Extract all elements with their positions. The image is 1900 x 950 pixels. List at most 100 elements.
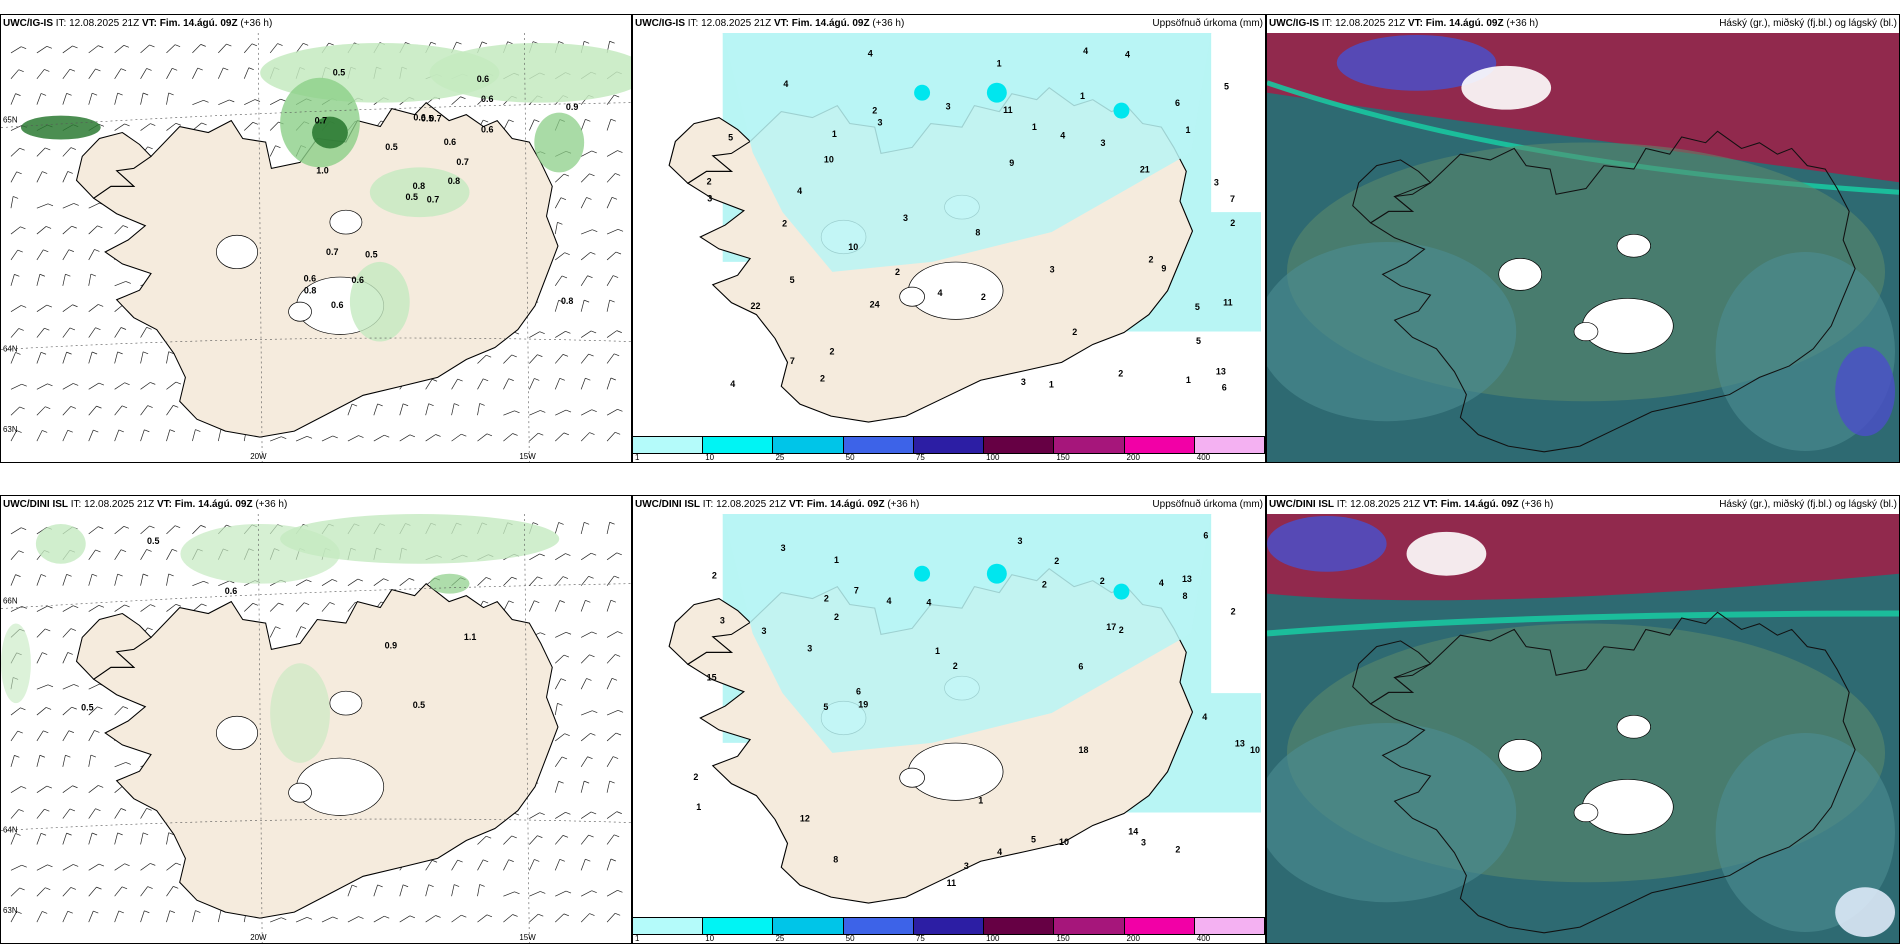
wind-barb	[62, 833, 67, 845]
wind-barb	[347, 884, 353, 897]
colorbar-swatch	[633, 918, 704, 934]
precip-shading	[280, 514, 560, 564]
wind-barb-flag	[561, 756, 568, 760]
value-label: 4	[1125, 50, 1130, 60]
wind-barb	[606, 913, 616, 923]
wind-barb-flag	[617, 150, 623, 153]
wind-barb-flag	[17, 730, 23, 734]
value-label: 4	[926, 598, 931, 608]
wind-barb-flag	[95, 68, 101, 72]
value-label: 3	[762, 626, 767, 636]
value-label: 0.6	[351, 275, 363, 285]
wind-barb	[555, 553, 566, 561]
wind-barb	[114, 123, 125, 131]
value-label: 2	[872, 105, 877, 115]
longitude-label: 20W	[250, 452, 267, 461]
wind-barb-flag	[584, 780, 590, 784]
wind-barb	[606, 732, 617, 742]
wind-barb-flag	[615, 732, 622, 736]
wind-barb	[606, 197, 613, 209]
wind-barb	[10, 147, 20, 157]
wind-barb-flag	[46, 45, 52, 49]
value-label: 2	[953, 661, 958, 671]
wind-barb	[243, 43, 253, 54]
wind-barb-flag	[483, 859, 489, 863]
wind-barb-flag	[45, 707, 52, 710]
value-label: 2	[1072, 327, 1077, 337]
wind-barb	[451, 859, 458, 871]
wind-barb-flag	[123, 525, 129, 529]
wind-barb-flag	[384, 434, 390, 438]
wind-barb	[10, 352, 16, 364]
high-cloud-blue	[1336, 34, 1497, 91]
wind-barb-flag	[150, 863, 156, 866]
wind-barb	[555, 432, 565, 442]
wind-barb	[555, 654, 565, 664]
wind-barb	[62, 730, 70, 742]
wind-barb-flag	[613, 756, 619, 759]
wind-barb-flag	[200, 525, 206, 528]
wind-barb-flag	[91, 832, 98, 836]
value-label: 3	[1050, 264, 1055, 274]
wind-barb-flag	[18, 550, 24, 554]
glacier	[899, 767, 925, 788]
value-label: 0.5	[413, 700, 425, 710]
wind-barb-flag	[97, 225, 103, 229]
wind-barb	[503, 433, 513, 442]
value-label: 3	[807, 644, 812, 654]
wind-barb-flag	[486, 914, 493, 918]
wind-barb	[554, 222, 558, 235]
wind-barb	[554, 703, 558, 716]
wind-barb	[62, 887, 72, 897]
wind-barb-flag	[534, 119, 540, 122]
wind-barb	[580, 576, 589, 586]
wind-barb-flag	[590, 552, 597, 556]
wind-barb-flag	[47, 383, 53, 387]
precip-area	[722, 514, 1212, 753]
wind-barb	[10, 833, 16, 845]
wind-barb	[581, 710, 593, 716]
wind-barb-flag	[281, 917, 287, 921]
wind-barb	[166, 862, 177, 871]
precip-shading	[180, 523, 340, 584]
wind-barb-flag	[46, 785, 52, 789]
wind-barb-flag	[609, 521, 615, 525]
wind-barb	[114, 45, 125, 54]
wind-barb	[477, 859, 484, 871]
wind-barb-flag	[168, 351, 174, 355]
wind-barb	[62, 652, 69, 664]
wind-barb	[114, 549, 122, 560]
wind-barb	[580, 913, 590, 923]
wind-barb-flag	[147, 146, 153, 150]
value-label: 10	[1250, 745, 1260, 755]
model-name: UWC/IG-IS	[635, 18, 685, 29]
panel-bottom-left: UWC/DINI ISL IT: 12.08.2025 21Z VT: Fim.…	[0, 495, 632, 944]
wind-barb	[580, 432, 590, 442]
wind-barb-flag	[610, 377, 616, 381]
wind-barb	[529, 576, 538, 586]
wind-barb	[140, 68, 147, 79]
wind-barb	[114, 762, 126, 768]
precip-shading	[429, 42, 631, 103]
wind-barb	[10, 383, 22, 390]
wind-barb-flag	[122, 706, 129, 709]
wind-barb	[88, 549, 96, 560]
wind-barb-flag	[73, 203, 79, 206]
wind-barb-flag	[73, 605, 79, 608]
wind-barb	[140, 429, 145, 442]
wind-barb-flag	[589, 173, 595, 177]
wind-barb-flag	[431, 378, 438, 382]
wind-barb	[554, 522, 559, 535]
value-label: 4	[1060, 131, 1065, 141]
wind-barb	[192, 580, 204, 586]
wind-barb-flag	[13, 196, 19, 199]
wind-barb-flag	[457, 378, 463, 382]
wind-barb	[269, 121, 279, 131]
wind-barb-flag	[18, 69, 24, 73]
wind-barb-flag	[223, 67, 229, 71]
wind-barb-flag	[483, 119, 489, 123]
wind-barb-flag	[69, 68, 76, 72]
glacier	[1582, 298, 1674, 354]
wind-barb-flag	[65, 273, 71, 277]
wind-barb-flag	[332, 916, 338, 920]
